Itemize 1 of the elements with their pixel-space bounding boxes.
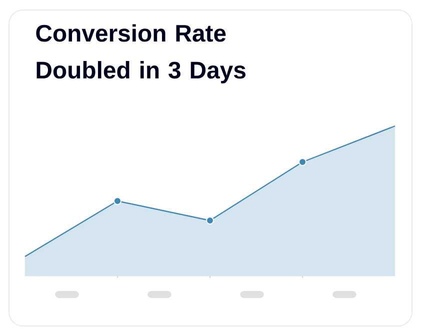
chart-title: Conversion Rate Doubled in 3 Days <box>36 24 246 84</box>
